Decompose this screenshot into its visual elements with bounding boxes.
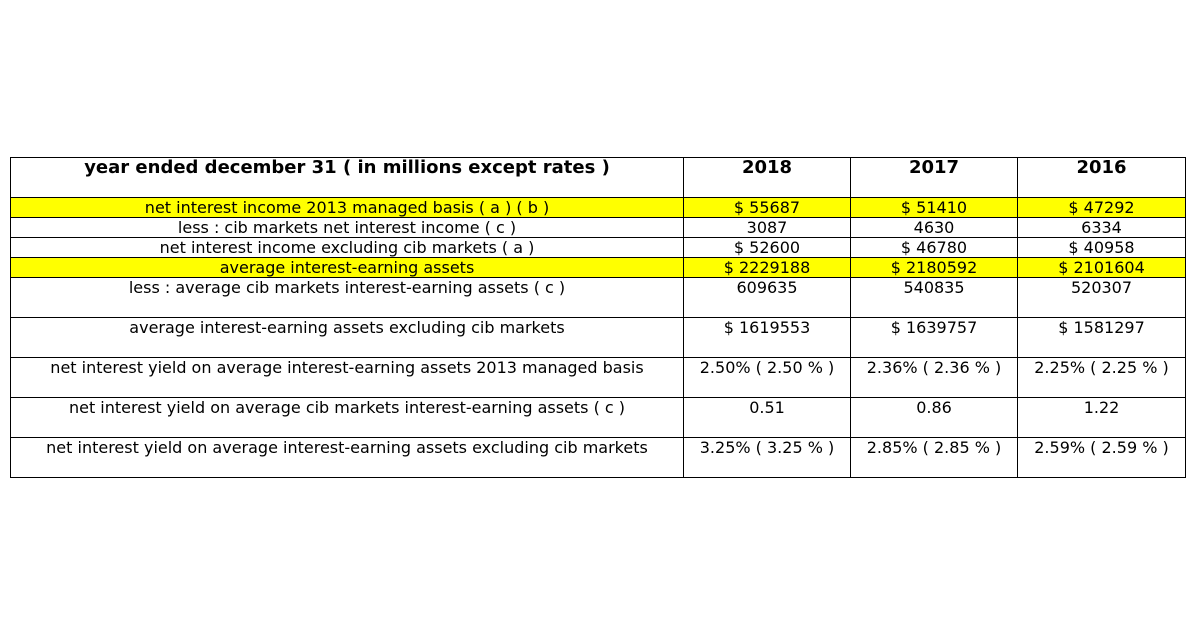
financial-table: year ended december 31 ( in millions exc… <box>10 157 1186 478</box>
cell-value: 3087 <box>683 217 851 238</box>
cell-value: $ 47292 <box>1017 197 1186 218</box>
cell-value: 0.86 <box>850 397 1018 438</box>
cell-value: $ 1619553 <box>683 317 851 358</box>
row-label: less : cib markets net interest income (… <box>10 217 684 238</box>
cell-value: 2.85% ( 2.85 % ) <box>850 437 1018 478</box>
cell-value: $ 1639757 <box>850 317 1018 358</box>
cell-value: $ 52600 <box>683 237 851 258</box>
table-row: average interest-earning assets excludin… <box>10 317 1186 358</box>
table-row: net interest income excluding cib market… <box>10 237 1186 258</box>
cell-value: $ 1581297 <box>1017 317 1186 358</box>
row-label: net interest yield on average interest-e… <box>10 357 684 398</box>
row-label: net interest yield on average cib market… <box>10 397 684 438</box>
table-row: net interest income 2013 managed basis (… <box>10 197 1186 218</box>
cell-value: 609635 <box>683 277 851 318</box>
table-row: net interest yield on average cib market… <box>10 397 1186 438</box>
row-label: average interest-earning assets excludin… <box>10 317 684 358</box>
cell-value: 2.59% ( 2.59 % ) <box>1017 437 1186 478</box>
header-year-2018: 2018 <box>683 157 851 198</box>
cell-value: $ 55687 <box>683 197 851 218</box>
table-header-row: year ended december 31 ( in millions exc… <box>10 157 1186 198</box>
cell-value: $ 51410 <box>850 197 1018 218</box>
table-row: average interest-earning assets $ 222918… <box>10 257 1186 278</box>
cell-value: $ 40958 <box>1017 237 1186 258</box>
table-row: net interest yield on average interest-e… <box>10 357 1186 398</box>
cell-value: 6334 <box>1017 217 1186 238</box>
row-label: average interest-earning assets <box>10 257 684 278</box>
cell-value: 520307 <box>1017 277 1186 318</box>
cell-value: 0.51 <box>683 397 851 438</box>
row-label: less : average cib markets interest-earn… <box>10 277 684 318</box>
row-label: net interest income 2013 managed basis (… <box>10 197 684 218</box>
cell-value: 2.36% ( 2.36 % ) <box>850 357 1018 398</box>
table-row: net interest yield on average interest-e… <box>10 437 1186 478</box>
cell-value: 4630 <box>850 217 1018 238</box>
table-row: less : cib markets net interest income (… <box>10 217 1186 238</box>
cell-value: $ 2180592 <box>850 257 1018 278</box>
header-year-2017: 2017 <box>850 157 1018 198</box>
row-label: net interest yield on average interest-e… <box>10 437 684 478</box>
cell-value: $ 46780 <box>850 237 1018 258</box>
cell-value: 3.25% ( 3.25 % ) <box>683 437 851 478</box>
cell-value: 540835 <box>850 277 1018 318</box>
cell-value: $ 2101604 <box>1017 257 1186 278</box>
row-label: net interest income excluding cib market… <box>10 237 684 258</box>
cell-value: $ 2229188 <box>683 257 851 278</box>
cell-value: 2.50% ( 2.50 % ) <box>683 357 851 398</box>
header-year-2016: 2016 <box>1017 157 1186 198</box>
cell-value: 1.22 <box>1017 397 1186 438</box>
data-table-container: year ended december 31 ( in millions exc… <box>10 157 1186 478</box>
header-label: year ended december 31 ( in millions exc… <box>10 157 684 198</box>
cell-value: 2.25% ( 2.25 % ) <box>1017 357 1186 398</box>
table-row: less : average cib markets interest-earn… <box>10 277 1186 318</box>
